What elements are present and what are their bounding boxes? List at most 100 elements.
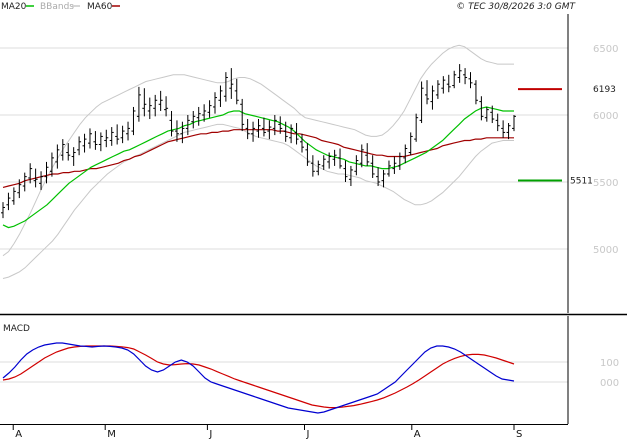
month-label: A	[414, 429, 421, 440]
price-bar	[321, 155, 326, 170]
macd-title: MACD	[3, 324, 30, 334]
price-bar	[392, 156, 397, 174]
price-bar	[289, 124, 294, 144]
price-bar	[294, 123, 299, 145]
price-bar	[234, 78, 239, 105]
macd-tick-label: 000	[600, 378, 619, 389]
ma20-line	[2, 106, 514, 229]
price-bar	[66, 143, 71, 161]
price-bar	[17, 179, 22, 199]
price-bar	[229, 68, 234, 99]
price-bar	[185, 115, 190, 136]
price-bar	[1, 202, 5, 219]
price-bar	[87, 128, 92, 149]
price-bar	[370, 155, 375, 178]
price-panel-background	[0, 14, 568, 313]
price-bar	[77, 136, 82, 156]
resistance-level-label: 6193	[593, 85, 616, 95]
macd-gridlines	[0, 361, 568, 383]
price-bars	[1, 64, 516, 219]
price-bar	[98, 132, 103, 152]
macd-tick-label: 100	[600, 358, 619, 369]
price-bar	[272, 115, 277, 136]
price-bar	[39, 171, 44, 191]
price-bar	[501, 120, 506, 138]
price-bar	[245, 119, 250, 140]
price-gridlines	[0, 47, 568, 250]
bbands-upper-line	[2, 44, 514, 257]
support-level-label: 5511	[570, 177, 593, 187]
price-bar	[71, 147, 76, 166]
price-bar	[354, 155, 359, 176]
price-bar	[196, 106, 201, 126]
price-bar	[446, 74, 451, 93]
price-bar	[256, 119, 261, 138]
price-bar	[28, 163, 33, 184]
legend-background	[0, 0, 627, 13]
price-bar	[174, 120, 179, 142]
price-bar	[153, 94, 158, 117]
price-bar	[120, 125, 125, 144]
price-bar	[452, 70, 457, 89]
price-bar	[495, 113, 500, 132]
price-bar	[343, 160, 348, 182]
price-bar	[109, 127, 114, 146]
price-bar	[430, 85, 435, 110]
price-axis: 6500 6000 5500 5000	[593, 44, 618, 256]
price-bar	[104, 129, 109, 148]
price-bar	[33, 168, 38, 188]
price-bar	[207, 100, 212, 118]
price-bar	[468, 72, 473, 89]
price-tick-label: 6000	[593, 111, 618, 122]
price-bar	[381, 169, 386, 188]
price-bar	[310, 155, 315, 177]
month-label: S	[516, 429, 522, 440]
price-bar	[386, 160, 391, 177]
price-bar	[136, 86, 141, 122]
price-bar	[213, 92, 218, 114]
legend-ma60-label: MA60	[87, 2, 113, 12]
price-bar	[305, 143, 310, 166]
price-bar	[490, 105, 495, 124]
legend-bbands-label: BBands	[40, 2, 74, 12]
copyright-text: © TEC 30/8/2026 3:0 GMT	[456, 2, 576, 12]
price-bar	[49, 152, 54, 177]
price-bar	[283, 121, 288, 142]
price-bar	[158, 90, 163, 111]
price-bar	[506, 123, 511, 140]
price-bar	[251, 121, 256, 142]
price-bar	[180, 121, 185, 144]
price-bar	[484, 106, 489, 122]
month-label: A	[15, 429, 22, 440]
price-bar	[512, 115, 516, 132]
price-bar	[479, 96, 484, 121]
macd-line	[2, 342, 515, 414]
price-bar	[441, 76, 446, 94]
price-bar	[218, 85, 223, 107]
month-label: J	[305, 429, 309, 440]
price-bar	[164, 96, 169, 117]
price-bar	[408, 132, 413, 156]
price-bar	[115, 124, 120, 145]
price-bar	[376, 167, 381, 187]
price-bar	[316, 160, 321, 176]
price-bar	[11, 187, 16, 205]
price-bar	[365, 143, 370, 166]
price-bar	[473, 80, 478, 105]
price-bar	[131, 106, 136, 136]
price-tick-label: 6500	[593, 44, 618, 55]
price-bar	[338, 148, 343, 169]
price-bar	[435, 80, 440, 99]
price-tick-label: 5000	[593, 245, 618, 256]
price-bar	[147, 97, 152, 120]
price-bar	[6, 192, 11, 211]
price-bar	[223, 72, 228, 102]
price-bar	[414, 113, 419, 142]
price-bar	[403, 144, 408, 164]
month-label: M	[107, 429, 116, 440]
price-bar	[60, 139, 65, 161]
price-bar	[142, 88, 147, 117]
macd-axis: 100 000	[600, 358, 619, 389]
